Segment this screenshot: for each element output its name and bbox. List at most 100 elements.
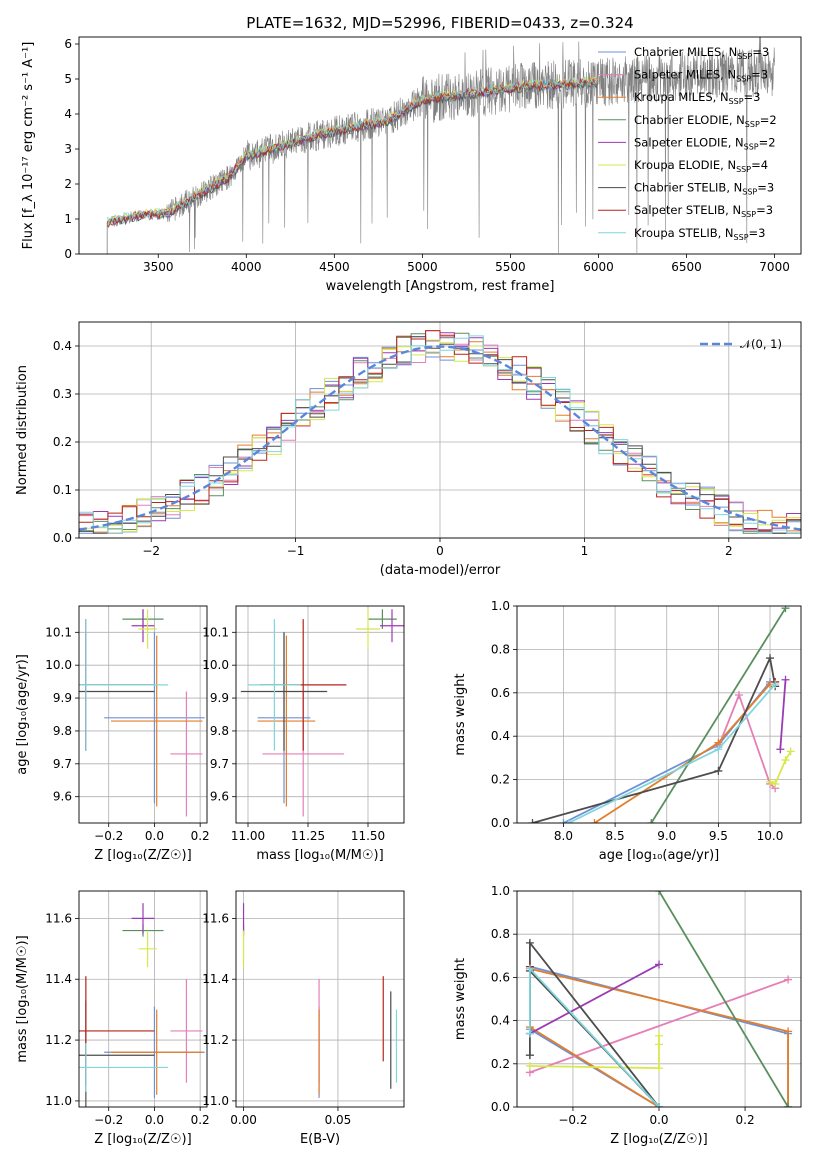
x-axis-label: Z [log₁₀(Z/Z☉)] [94, 1132, 191, 1147]
errorbar-point [104, 632, 205, 804]
y-axis-label: mass [log₁₀(M/M☉)] [15, 935, 30, 1062]
axes-frame [516, 605, 802, 824]
x-axis-label: wavelength [Angstrom, rest frame] [326, 279, 555, 294]
weight-vs-Z-plot-area [525, 891, 793, 1107]
y-tick-label: 0.4 [53, 339, 72, 353]
weight-line [568, 683, 776, 823]
x-tick-label: −0.2 [94, 1113, 123, 1127]
weight-line [650, 607, 787, 823]
weight-marker [771, 779, 780, 788]
errorbar-point [170, 979, 203, 1083]
x-tick-label: 3500 [143, 260, 174, 274]
legend-label: Kroupa MILES, NSSP=3 [634, 90, 760, 106]
weight-marker [781, 606, 790, 613]
weight-marker [647, 819, 656, 823]
legend-label: Chabrier STELIB, NSSP=3 [634, 181, 774, 197]
x-tick-label: 2 [725, 544, 733, 558]
y-tick-label: 0.4 [491, 1014, 510, 1028]
y-tick-label: 11.2 [45, 1033, 72, 1047]
y-tick-label: 9.9 [53, 691, 72, 705]
weight-marker [786, 747, 795, 756]
weight-marker [525, 1061, 534, 1070]
axes-frame [78, 321, 802, 539]
x-axis-label: Z [log₁₀(Z/Z☉)] [94, 848, 191, 863]
x-tick-label: 0.05 [325, 1113, 352, 1127]
x-tick-label: 11.25 [291, 829, 325, 843]
weight-marker [525, 1029, 534, 1038]
x-tick-label: −0.2 [94, 829, 123, 843]
y-axis-label: Normed distribution [15, 365, 30, 495]
weight-marker [525, 938, 534, 947]
normal-curve [79, 345, 801, 531]
weight-line [532, 655, 777, 823]
y-tick-label: 0.2 [491, 773, 510, 787]
age-vs-mass-panel: 11.00 11.25 11.50 9.6 9.7 9.8 9.9 10.0 10.1 mass … [202, 605, 405, 863]
x-tick-label: 9.0 [657, 829, 676, 843]
weight-line [529, 966, 660, 1107]
y-axis-label: mass weight [453, 673, 468, 755]
residual-histogram [79, 330, 801, 532]
axes-frame [78, 36, 802, 255]
x-tick-label: 9.5 [709, 829, 728, 843]
y-tick-label: 0.3 [53, 387, 72, 401]
x-tick-label: 0.00 [230, 1113, 257, 1127]
x-tick-label: 6500 [671, 260, 702, 274]
y-tick-label: 9.6 [53, 790, 72, 804]
y-tick-label: 0.0 [491, 816, 510, 830]
legend-label: 𝒩(0, 1) [740, 337, 782, 351]
errorbar-point [257, 635, 316, 807]
legend-label: Kroupa ELODIE, NSSP=4 [634, 158, 768, 174]
y-axis-label: Flux [f_λ 10⁻¹⁷ erg cm⁻² s⁻¹ A⁻¹] [21, 42, 36, 250]
errorbar-point [138, 930, 157, 968]
weight-marker [781, 756, 790, 765]
legend-label: Salpeter STELIB, NSSP=3 [634, 203, 773, 219]
weight-marker [766, 777, 775, 786]
legend-label: Chabrier ELODIE, NSSP=2 [634, 113, 777, 129]
weight-marker [559, 819, 568, 823]
axes-frame [516, 890, 802, 1108]
weight-line [779, 679, 787, 750]
weight-marker [781, 675, 790, 684]
weight-marker [655, 1040, 663, 1049]
axes-frame [235, 890, 405, 1108]
mass-vs-Z-panel: −0.2 0.0 0.2 11.0 11.2 11.4 11.6 Z [log₁₀(Z/Z☉)… [15, 890, 210, 1147]
x-tick-label: −2 [142, 544, 160, 558]
x-tick-label: 11.50 [351, 829, 385, 843]
weight-marker [714, 745, 723, 754]
x-tick-label: 10.0 [757, 829, 784, 843]
x-tick-label: 0 [436, 544, 444, 558]
weight-marker [655, 891, 663, 895]
legend-label: Kroupa STELIB, NSSP=3 [634, 226, 765, 242]
residual-histogram [79, 335, 801, 534]
y-tick-label: 0.2 [53, 435, 72, 449]
model-spectrum-line [106, 76, 598, 224]
errorbar-point [131, 609, 155, 643]
y-tick-label: 10.1 [202, 625, 229, 639]
x-tick-label: 8.5 [606, 829, 625, 843]
weight-line [529, 1035, 660, 1070]
residual-histogram [79, 332, 801, 534]
y-tick-label: 3 [64, 142, 72, 156]
weight-marker [784, 975, 793, 984]
residuals-plot-area [79, 330, 801, 534]
model-spectrum-line [106, 79, 598, 226]
x-tick-label: 0.0 [145, 829, 164, 843]
errorbar-point [380, 609, 404, 643]
weight-line [769, 750, 792, 786]
weight-marker [655, 1031, 663, 1040]
weight-marker [564, 819, 573, 823]
weight-marker [525, 964, 534, 973]
errorbar-point [170, 691, 203, 817]
errorbar-point [79, 619, 169, 751]
y-tick-label: 11.0 [45, 1094, 72, 1108]
weight-line [717, 692, 776, 789]
y-tick-label: 11.4 [202, 972, 229, 986]
weight-line [529, 963, 660, 1035]
x-tick-label: 0.0 [649, 1113, 668, 1127]
weight-marker [735, 690, 744, 699]
x-tick-label: 8.0 [554, 829, 573, 843]
figure-title: PLATE=1632, MJD=52996, FIBERID=0433, z=0… [246, 14, 633, 32]
legend-label: Salpeter ELODIE, NSSP=2 [634, 135, 776, 151]
model-spectrum-line [106, 77, 598, 223]
spectrum-panel: 3500 4000 4500 5000 5500 6000 6500 7000 0 1 2 3 4 5 6 w… [21, 36, 802, 294]
